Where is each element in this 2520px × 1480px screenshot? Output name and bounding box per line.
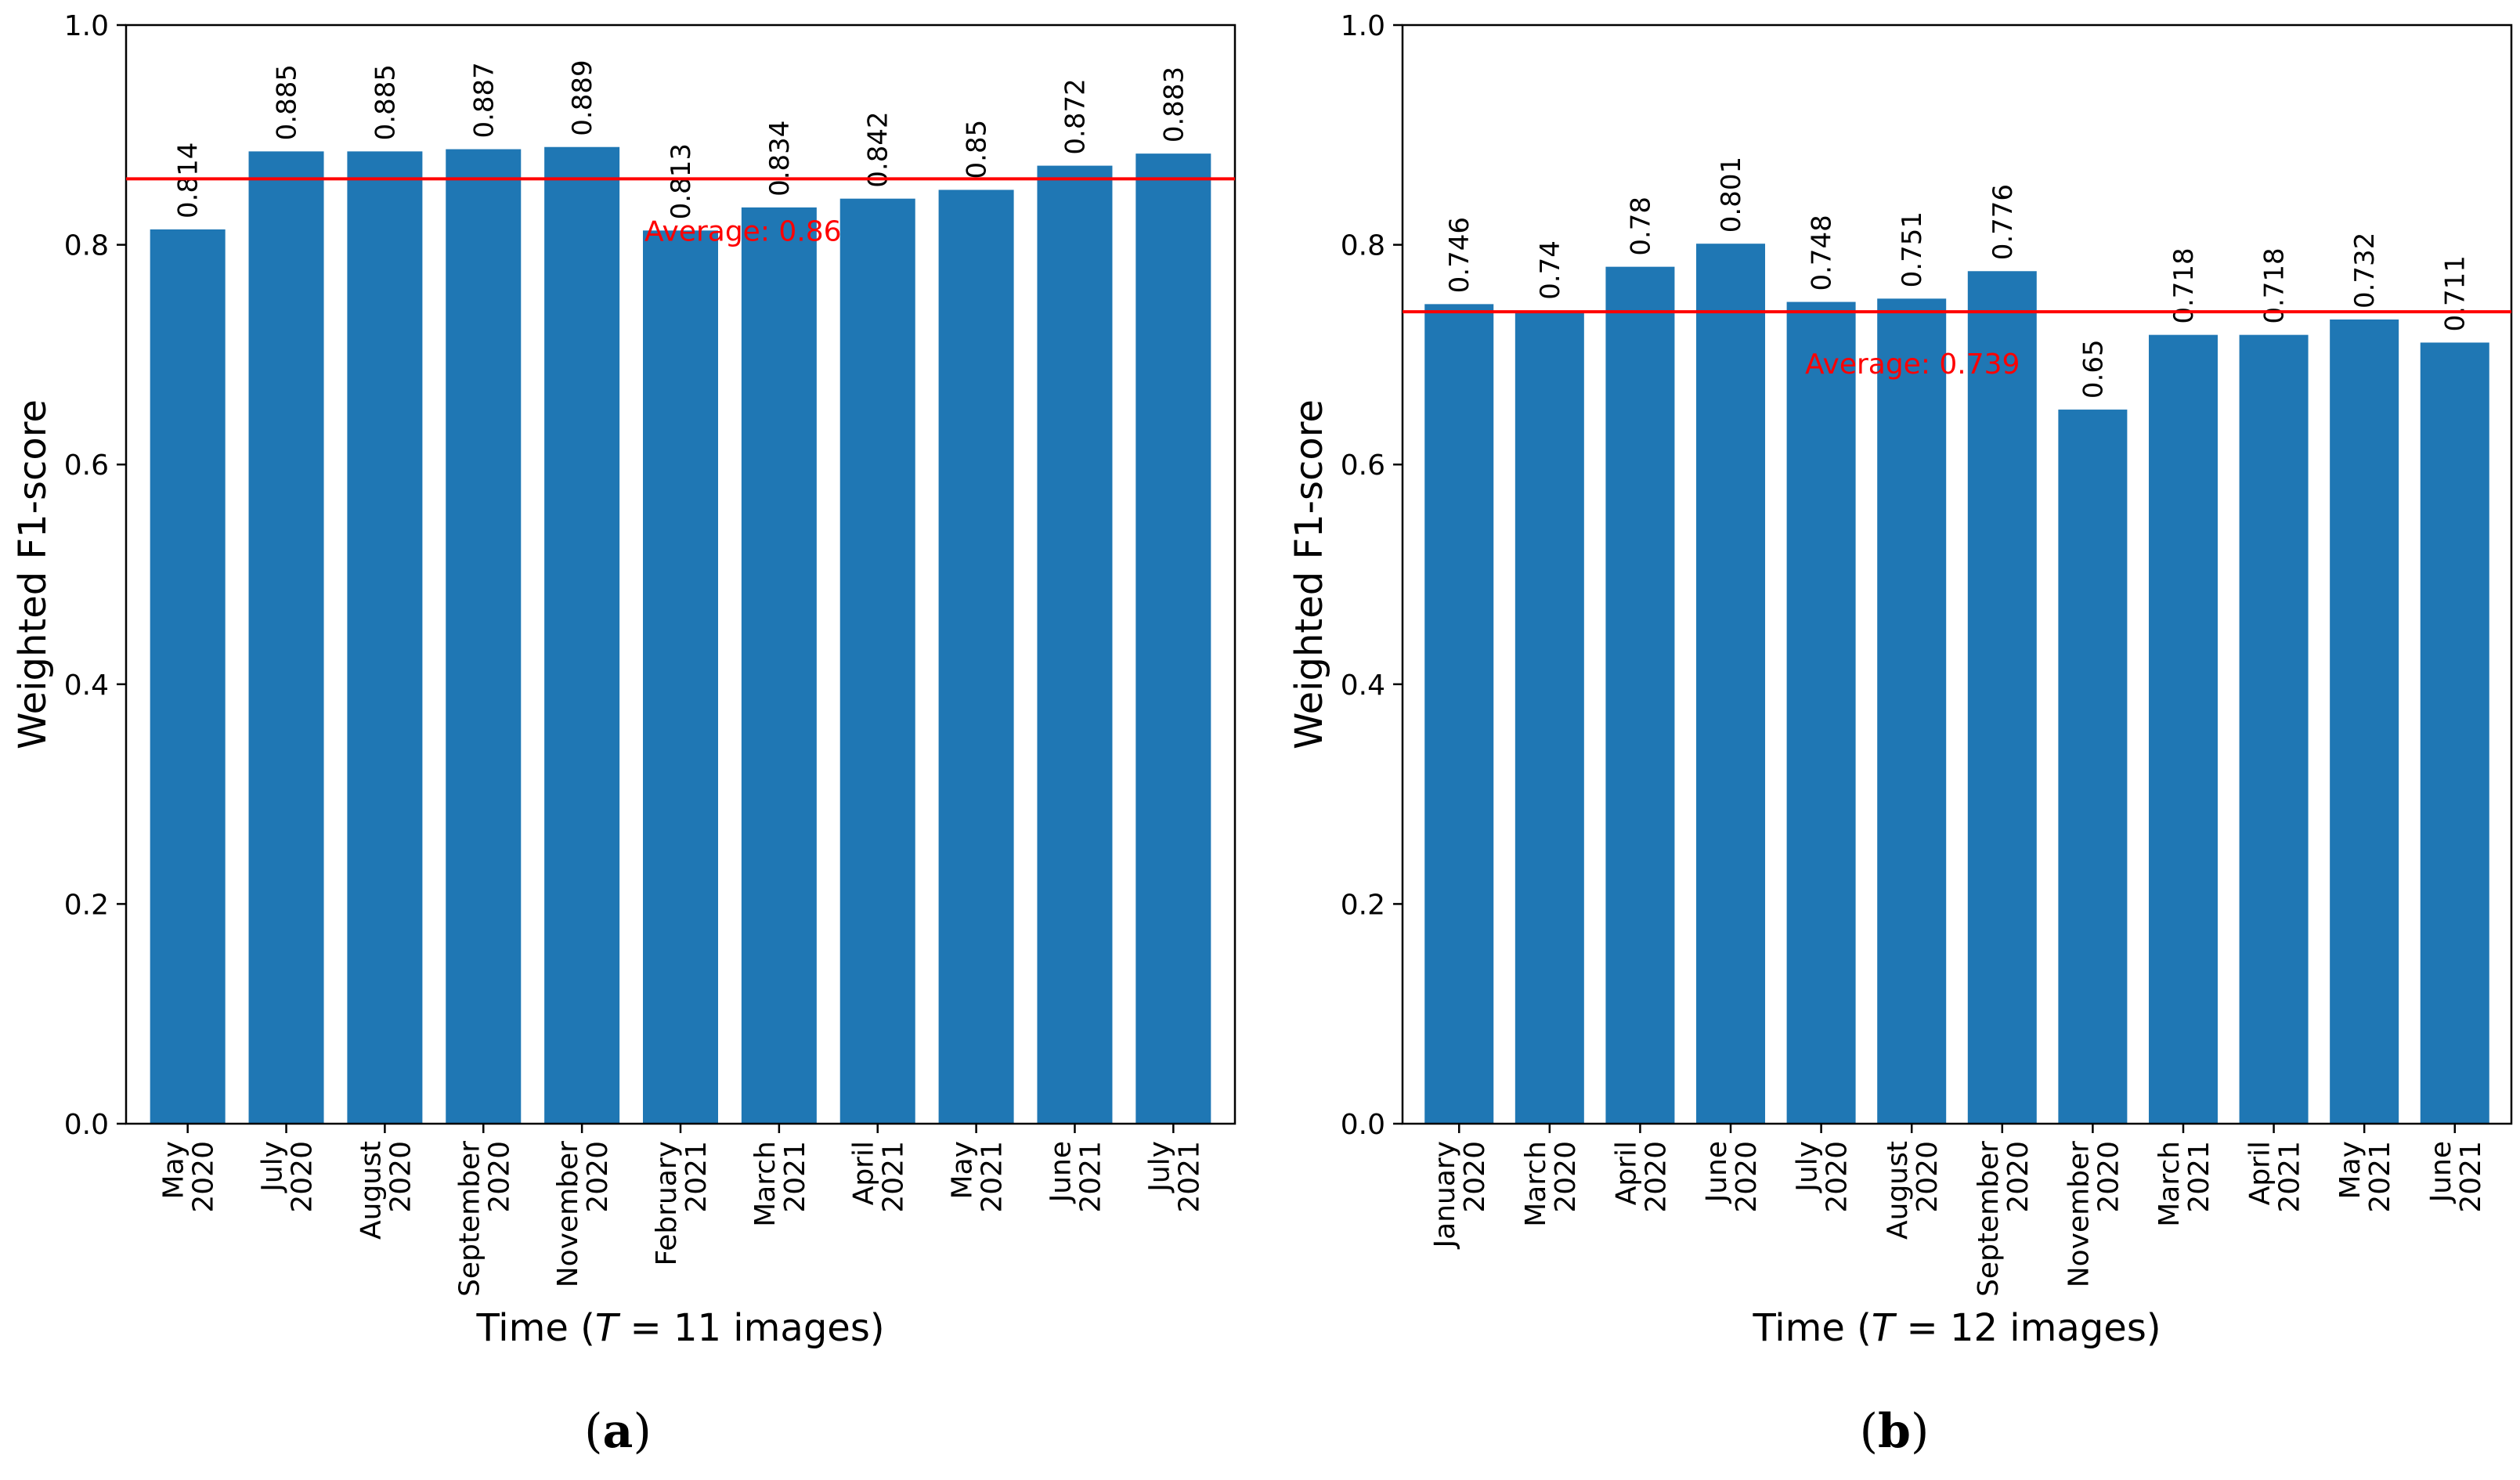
bar bbox=[2420, 342, 2489, 1124]
x-tick-label: July2020 bbox=[1792, 1141, 1854, 1213]
y-tick-label: 0.0 bbox=[64, 1109, 109, 1141]
bar bbox=[1605, 266, 1675, 1124]
bar-value-label: 0.751 bbox=[1897, 211, 1928, 287]
bar-value-label: 0.711 bbox=[2440, 255, 2471, 331]
x-tick-label: September2020 bbox=[1973, 1141, 2034, 1297]
bar-value-label: 0.746 bbox=[1444, 217, 1475, 293]
x-tick-label: March2021 bbox=[2154, 1141, 2215, 1227]
bar-value-label: 0.885 bbox=[370, 64, 401, 140]
bar bbox=[2148, 334, 2218, 1124]
bar-value-label: 0.887 bbox=[468, 62, 500, 138]
x-tick-label: May2021 bbox=[2334, 1141, 2396, 1213]
y-tick-label: 1.0 bbox=[64, 10, 109, 42]
bar-value-label: 0.885 bbox=[272, 64, 303, 140]
x-tick-label: July2021 bbox=[1143, 1141, 1205, 1213]
x-tick-label: March2020 bbox=[1520, 1141, 1582, 1227]
y-tick-label: 0.6 bbox=[64, 449, 109, 482]
y-tick-label: 0.2 bbox=[1341, 889, 1385, 921]
x-tick-label: April2021 bbox=[848, 1141, 910, 1213]
bar bbox=[1037, 165, 1113, 1124]
x-tick-label: April2021 bbox=[2244, 1141, 2306, 1213]
y-tick-label: 0.6 bbox=[1341, 449, 1385, 482]
bar-value-label: 0.813 bbox=[666, 143, 697, 219]
y-tick-label: 0.8 bbox=[64, 230, 109, 262]
bar-value-label: 0.78 bbox=[1625, 197, 1656, 256]
x-tick-label: June2021 bbox=[1045, 1141, 1107, 1213]
bar bbox=[150, 229, 226, 1124]
x-tick-label: September2020 bbox=[453, 1141, 515, 1297]
bar bbox=[643, 230, 718, 1124]
x-tick-label: June2020 bbox=[1701, 1141, 1763, 1213]
bar-value-label: 0.65 bbox=[2078, 339, 2109, 399]
bar bbox=[1786, 301, 1856, 1124]
y-tick-label: 0.0 bbox=[1341, 1109, 1385, 1141]
y-tick-label: 0.4 bbox=[64, 670, 109, 702]
y-axis-title: Weighted F1-score bbox=[1287, 399, 1331, 749]
bar-value-label: 0.872 bbox=[1060, 78, 1091, 154]
bar bbox=[1967, 271, 2037, 1124]
bar bbox=[347, 151, 423, 1124]
y-axis-title: Weighted F1-score bbox=[11, 399, 55, 749]
bar bbox=[2330, 319, 2399, 1124]
y-tick-label: 0.2 bbox=[64, 889, 109, 921]
bar bbox=[2058, 410, 2128, 1124]
bar bbox=[938, 190, 1014, 1124]
panel-label: (a) bbox=[584, 1404, 652, 1459]
y-tick-label: 0.4 bbox=[1341, 670, 1385, 702]
x-tick-label: August2020 bbox=[355, 1141, 417, 1240]
x-tick-label: November2020 bbox=[552, 1141, 614, 1287]
bar-value-label: 0.74 bbox=[1535, 240, 1566, 300]
bar-value-label: 0.801 bbox=[1716, 157, 1747, 233]
x-tick-label: April2020 bbox=[1610, 1141, 1672, 1213]
x-tick-label: June2021 bbox=[2425, 1141, 2487, 1213]
bar-value-label: 0.834 bbox=[764, 121, 796, 197]
average-label: Average: 0.739 bbox=[1805, 348, 2020, 381]
y-tick-label: 0.8 bbox=[1341, 230, 1385, 262]
bar bbox=[446, 149, 522, 1124]
bar bbox=[1877, 298, 1947, 1124]
bar bbox=[1424, 304, 1494, 1124]
bar bbox=[2239, 334, 2309, 1124]
x-tick-label: July2020 bbox=[257, 1141, 319, 1213]
x-tick-label: May2021 bbox=[947, 1141, 1009, 1213]
x-axis-title: Time (T = 12 images) bbox=[1752, 1306, 2161, 1350]
x-axis-title: Time (T = 11 images) bbox=[475, 1306, 884, 1350]
bar bbox=[248, 151, 324, 1124]
x-tick-label: May2020 bbox=[158, 1141, 220, 1213]
x-tick-label: March2021 bbox=[749, 1141, 811, 1227]
bar-value-label: 0.842 bbox=[863, 111, 894, 187]
axes-frame bbox=[1401, 23, 2513, 1125]
bar-value-label: 0.748 bbox=[1807, 215, 1838, 291]
bar-value-label: 0.776 bbox=[1987, 184, 2019, 260]
y-tick-label: 1.0 bbox=[1341, 10, 1385, 42]
bar bbox=[1696, 244, 1766, 1124]
bar bbox=[839, 198, 915, 1124]
bar bbox=[544, 146, 620, 1124]
bar bbox=[741, 207, 817, 1124]
x-tick-label: February2021 bbox=[651, 1141, 713, 1266]
bar bbox=[1515, 310, 1584, 1124]
x-tick-label: November2020 bbox=[2063, 1141, 2125, 1287]
panel-label: (b) bbox=[1860, 1404, 1930, 1459]
bar-value-label: 0.889 bbox=[567, 60, 598, 135]
bar bbox=[1135, 153, 1211, 1124]
x-tick-label: January2020 bbox=[1429, 1141, 1491, 1249]
bar-value-label: 0.883 bbox=[1158, 67, 1190, 143]
bar-value-label: 0.85 bbox=[962, 120, 993, 179]
chart-panel-b: 0.746 0.74 0.78 0.801 0.748 0.751 0.776 0.65 0.7… bbox=[1287, 10, 2513, 1459]
average-label: Average: 0.86 bbox=[644, 215, 842, 247]
x-tick-label: August2020 bbox=[1882, 1141, 1944, 1240]
bar-value-label: 0.732 bbox=[2349, 233, 2381, 309]
